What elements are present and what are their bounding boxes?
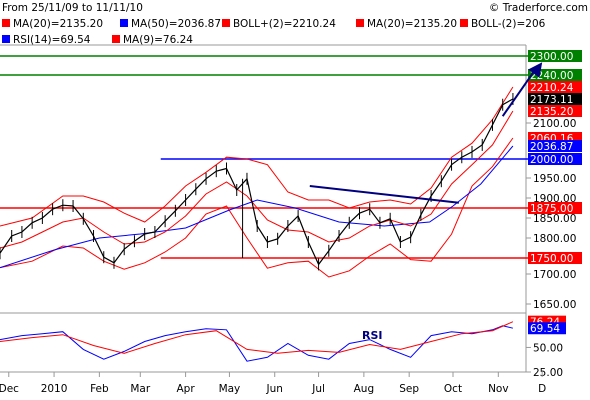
- x-tick-label: Mar: [130, 383, 150, 395]
- value-label-box: [528, 105, 582, 117]
- rsi-axis-ticks: 50.00 25.00: [526, 342, 563, 379]
- price-panel: 2100.001950.001900.001850.001800.001750.…: [0, 44, 582, 372]
- price-series: [0, 86, 514, 278]
- value-label: 2036.87: [530, 141, 573, 153]
- level-label-box: [528, 69, 582, 81]
- level-label: 1875.00: [530, 203, 573, 215]
- price-tick-label: 2100.00: [533, 118, 576, 130]
- x-tick-label: Jun: [266, 383, 283, 395]
- legend-swatch: [356, 19, 364, 27]
- rsi-title: RSI: [362, 329, 383, 342]
- level-label: 2300.00: [530, 51, 573, 63]
- x-tick-label: Jul: [311, 383, 325, 395]
- price-tick-label: 1650.00: [533, 299, 576, 311]
- rsi-tick-label: 25.00: [533, 367, 563, 379]
- level-label-box: [528, 153, 582, 165]
- x-tick-label: May: [219, 383, 241, 395]
- legend-swatch: [120, 19, 128, 27]
- legend-entry: MA(9)=76.24: [123, 34, 193, 46]
- value-label: 2173.11: [530, 94, 573, 106]
- x-axis: Dec 2010 Feb Mar Apr May Jun Jul Aug Sep Oct Nov D: [0, 372, 546, 395]
- rsi-value-label: 69.54: [530, 323, 560, 335]
- price-tick-label: 1700.00: [533, 269, 576, 281]
- legend-entry: MA(20)=2135.20: [367, 18, 457, 30]
- x-tick-label: Aug: [354, 383, 375, 395]
- legend-entry: MA(50)=2036.87: [131, 18, 221, 30]
- series-ma-9: [0, 321, 514, 354]
- trendlines: [309, 62, 543, 204]
- rsi-series: [0, 321, 514, 362]
- value-label: 2135.20: [530, 106, 573, 118]
- legend-swatch: [2, 35, 10, 43]
- level-label: 2240.00: [530, 70, 573, 82]
- trend-arrow-shaft: [501, 67, 537, 117]
- level-label-box: [528, 202, 582, 214]
- level-label: 1750.00: [530, 253, 573, 265]
- copyright: © Traderforce.com: [489, 2, 588, 14]
- series-rsi-14: [0, 325, 514, 362]
- x-tick-label: Apr: [177, 383, 196, 395]
- trendline: [309, 185, 459, 204]
- value-label-box: [528, 140, 582, 152]
- legend-entry: BOLL+(2)=2210.24: [233, 18, 336, 30]
- legend-swatch: [222, 19, 230, 27]
- legend-entry: BOLL-(2)=206: [471, 18, 546, 30]
- price-tick-label: 1800.00: [533, 233, 576, 245]
- legend-entry: MA(20)=2135.20: [13, 18, 103, 30]
- date-range: From 25/11/09 to 11/11/10: [2, 2, 143, 14]
- value-label-box: [528, 81, 582, 93]
- series-boll-2: [0, 86, 514, 227]
- level-label: 2000.00: [530, 154, 573, 166]
- x-tick-label: Feb: [90, 383, 109, 395]
- legend-swatch: [460, 19, 468, 27]
- x-tick-label: D: [538, 383, 546, 395]
- level-label-box: [528, 252, 582, 264]
- x-tick-label: Nov: [488, 383, 509, 395]
- rsi-label-box: [528, 322, 566, 335]
- trend-arrow-head: [528, 62, 543, 78]
- value-label-box: [528, 93, 582, 105]
- series-ma-50: [0, 145, 514, 269]
- x-tick-label: 2010: [41, 383, 68, 395]
- price-tick-label: 1850.00: [533, 213, 576, 225]
- legend-swatch: [2, 19, 10, 27]
- rsi-tick-label: 50.00: [533, 342, 563, 354]
- legend-entry: RSI(14)=69.54: [13, 34, 91, 46]
- x-tick-label: Oct: [444, 383, 462, 395]
- series-ma-20: [0, 110, 514, 249]
- horizontal-levels: 2300.00 2240.00 2000.00 1875.00 1750.00: [0, 50, 582, 265]
- x-tick-label: Dec: [0, 383, 19, 395]
- level-label-box: [528, 50, 582, 62]
- rsi-panel: 50.00 25.00 76.2469.54 RSI: [0, 315, 566, 379]
- rsi-value-labels: 76.2469.54: [528, 315, 566, 335]
- price-tick-label: 1950.00: [533, 173, 576, 185]
- x-tick-label: Sep: [399, 383, 419, 395]
- value-label: 2210.24: [530, 82, 574, 94]
- legend: MA(20)=2135.20 MA(50)=2036.87 BOLL+(2)=221…: [2, 18, 546, 46]
- legend-swatch: [112, 35, 120, 43]
